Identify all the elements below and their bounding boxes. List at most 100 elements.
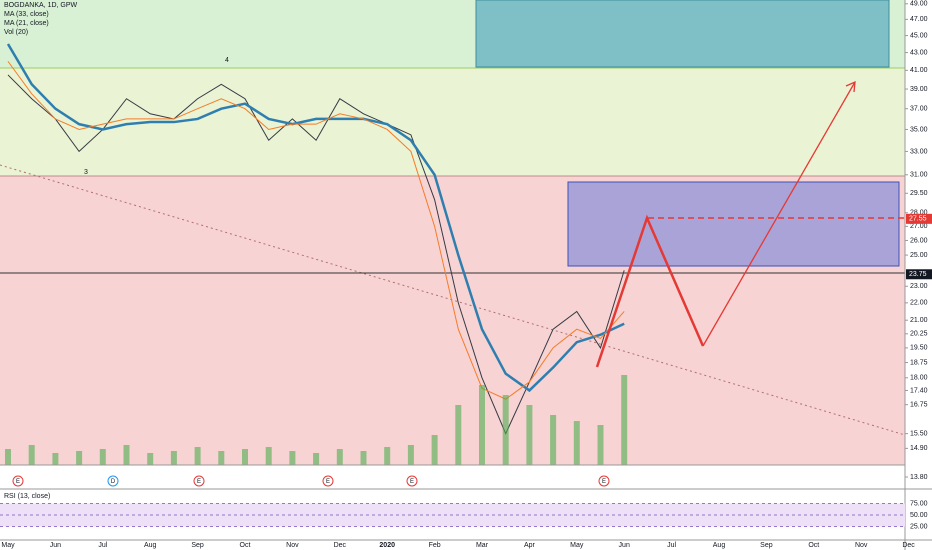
x-tick-label: Dec [334,542,347,549]
volume-bar [289,451,296,465]
annotation: 4 [225,57,229,64]
volume-bar [313,453,320,465]
volume-bar [5,449,11,465]
legend-entry: Vol (20) [4,29,28,36]
x-tick-label: Feb [429,542,441,549]
x-tick-label: 2020 [379,542,395,549]
rsi-legend: RSI (13, close) [4,493,50,500]
volume-bar [218,451,225,465]
ma-line [6,43,625,393]
x-tick-label: Nov [286,542,299,549]
volume-bar [621,375,628,465]
event-marker [406,475,418,487]
y-tick-label: 29.50 [910,190,928,197]
x-tick-label: Jul [667,542,676,549]
volume-bar [194,447,201,465]
y-tick-label: 18.00 [910,375,928,382]
volume-bar [336,449,343,465]
x-tick-label: Mar [476,542,489,549]
y-tick-label: 21.00 [910,317,928,324]
annotation: 3 [84,169,88,176]
target-box [567,181,900,267]
y-tick-label: 19.50 [910,345,928,352]
y-tick-label: 27.00 [910,223,928,230]
projection [702,81,856,347]
y-tick-label: 14.90 [910,445,928,452]
event-marker [598,475,610,487]
y-tick-label: 23.00 [910,283,928,290]
y-tick-label: 35.00 [910,126,928,133]
y-tick-label: 20.25 [910,331,928,338]
x-tick-label: Jun [50,542,61,549]
volume-bar [407,445,414,465]
price-label-box [906,269,932,280]
volume-bar [123,445,130,465]
event-marker [193,475,205,487]
x-tick-label: Aug [144,542,157,549]
chart-title: BOGDANKA, 1D, GPW [4,2,78,9]
event-label: D [111,479,116,485]
volume-bar [52,453,59,465]
projection [595,214,705,368]
price-line [7,74,625,435]
volume-bar [170,451,177,465]
target-box [475,0,890,68]
event-label: E [326,479,330,485]
y-tick-label: 39.00 [910,86,928,93]
volume-bar [242,449,248,465]
event-label: E [16,479,20,485]
y-tick-label: 13.80 [910,474,928,481]
event-marker [322,475,334,487]
y-tick-label: 41.00 [910,67,928,74]
event-marker [12,475,24,487]
y-tick-label: 45.00 [910,32,928,39]
price-label-box [906,213,932,224]
y-tick-label: 26.00 [910,237,928,244]
x-tick-label: Jul [98,542,107,549]
event-marker [107,475,119,487]
rsi-tick-label: 50.00 [910,512,928,519]
volume-bar [147,453,154,465]
x-tick-label: May [1,542,15,549]
event-label: E [410,479,414,485]
volume-bar [455,405,462,465]
event-label: E [197,479,201,485]
volume-bar [479,385,485,465]
x-tick-label: Sep [760,542,773,549]
y-tick-label: 15.50 [910,430,928,437]
y-tick-label: 17.40 [910,387,928,394]
volume-bar [384,447,391,465]
y-tick-label: 31.00 [910,172,928,179]
y-tick-label: 49.00 [910,1,928,8]
volume-bar [28,445,35,465]
volume-bar [431,435,438,465]
marks [5,43,628,528]
y-tick-label: 33.00 [910,148,928,155]
legend-entry: MA (33, close) [4,11,49,18]
x-tick-label: Aug [713,542,726,549]
volume-bar [265,447,272,465]
x-tick-label: Dec [902,542,915,549]
x-tick-label: Nov [855,542,868,549]
x-tick-label: Sep [191,542,204,549]
rsi-tick-label: 75.00 [910,500,928,507]
x-tick-label: Apr [524,542,536,549]
y-tick-label: 47.00 [910,16,928,23]
volume-bar [360,451,367,465]
volume-bar [99,449,106,465]
x-tick-label: Jun [619,542,630,549]
legend-entry: MA (21, close) [4,20,49,27]
y-tick-label: 37.00 [910,106,928,113]
price-label: 27.55 [909,216,927,223]
zone-yellow [0,68,905,176]
volume-bar [76,451,83,465]
x-tick-label: Oct [808,542,819,549]
volume-bar [573,421,580,465]
event-label: E [602,479,606,485]
y-tick-label: 16.75 [910,402,928,409]
volume-bar [502,395,509,465]
x-tick-label: May [570,542,584,549]
arrow-head [845,80,856,93]
rsi-tick-label: 25.00 [910,523,928,530]
